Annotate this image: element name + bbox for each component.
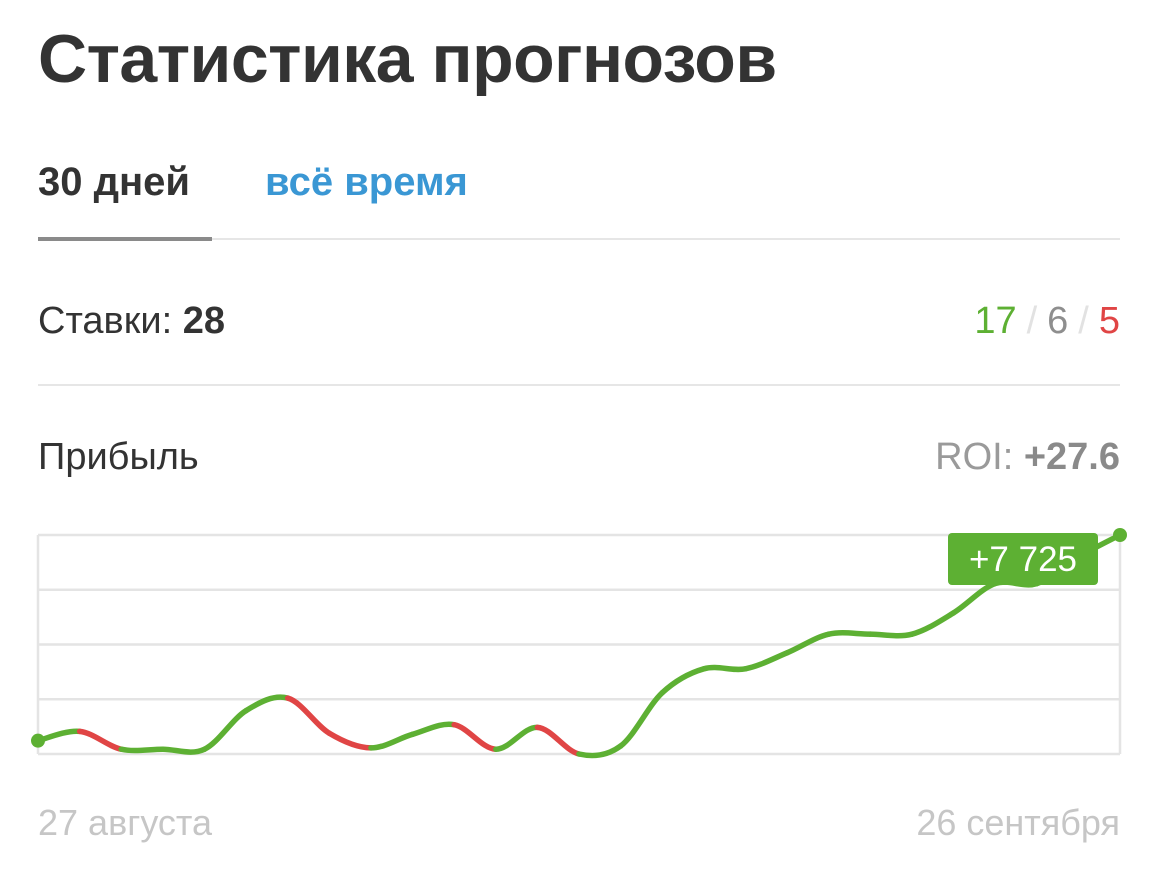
profit-line-segment	[742, 650, 790, 672]
profit-line-segment	[201, 707, 249, 752]
profit-line-segment	[409, 721, 457, 738]
profit-line-segment	[368, 731, 416, 751]
profit-total-badge	[948, 533, 1098, 585]
bets-label: Ставки:	[38, 300, 173, 342]
x-start-label: 27 августа	[38, 802, 213, 843]
profit-line-segment	[284, 695, 333, 736]
profit-line-segment	[243, 694, 291, 714]
x-end-label: 26 сентября	[916, 802, 1120, 843]
profit-total-label: +7 725	[969, 540, 1077, 579]
profit-label: Прибыль	[38, 436, 199, 478]
profit-line-segment	[493, 724, 541, 752]
tab-all-time[interactable]: всё время	[265, 160, 468, 204]
profit-line-segment	[909, 610, 957, 637]
draws-count: 6	[1047, 300, 1069, 342]
roi-stat: ROI: +27.6	[935, 436, 1120, 479]
profit-line-segment	[76, 728, 124, 752]
profit-line-segment	[659, 666, 707, 696]
start-point	[31, 733, 45, 748]
profit-line-segment	[784, 631, 832, 656]
profit-line-segment	[825, 630, 874, 637]
profit-line-segment	[118, 746, 166, 754]
profit-row: Прибыль ROI: +27.6	[38, 436, 1120, 486]
period-tabs: 30 дней всё время	[38, 150, 1120, 242]
profit-line-segment	[617, 690, 665, 749]
profit-line-segment	[950, 580, 998, 616]
profit-line-segment	[867, 631, 915, 639]
profit-line-segment	[451, 721, 499, 752]
roi-value: +27.6	[1023, 436, 1120, 478]
profit-line-segment	[701, 664, 749, 673]
bets-total: 28	[182, 300, 225, 342]
losses-count: 5	[1098, 300, 1120, 342]
counts-separator: /	[1078, 300, 1089, 342]
section-divider	[38, 384, 1120, 386]
profit-line-segment	[576, 743, 624, 759]
bets-outcome-counts: 17/6/5	[974, 300, 1120, 343]
tab-30-days[interactable]: 30 дней	[38, 160, 190, 204]
end-point	[1113, 528, 1127, 542]
counts-separator: /	[1026, 300, 1038, 342]
roi-label: ROI:	[935, 436, 1014, 478]
profit-line-segment	[326, 730, 374, 751]
profit-line-segment	[534, 724, 582, 757]
bets-row: Ставки: 28 17/6/5	[38, 300, 1120, 350]
bets-summary: Ставки: 28	[38, 300, 225, 343]
profit-line-segment	[160, 746, 208, 755]
active-tab-indicator	[38, 237, 212, 241]
wins-count: 17	[974, 300, 1017, 342]
page-title: Статистика прогнозов	[38, 21, 777, 97]
tabs-divider	[38, 238, 1120, 240]
